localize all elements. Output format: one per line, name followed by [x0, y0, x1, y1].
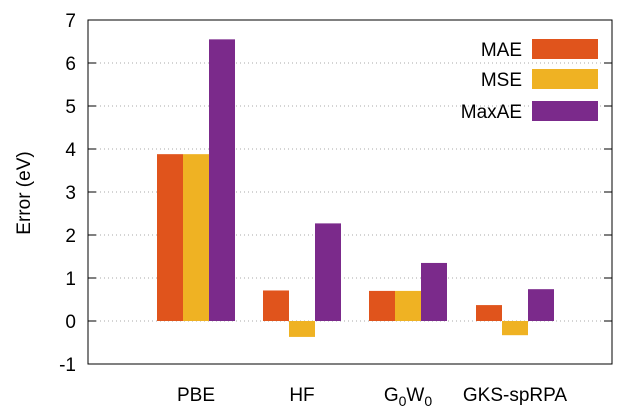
bar [502, 321, 528, 336]
x-tick-label: GKS-spRPA [463, 385, 568, 406]
y-axis-title: Error (eV) [14, 151, 35, 234]
labels-layer: -1 0 1 2 3 4 5 6 7 PBE HF G0W0 GKS-spRPA [59, 11, 568, 409]
plot-frame [87, 19, 613, 365]
bar [421, 262, 447, 321]
y-tick-label: 1 [65, 269, 76, 290]
bar [183, 154, 209, 321]
legend-swatch [532, 39, 598, 59]
bar [209, 39, 235, 321]
x-tick-label: G0W0 [384, 385, 433, 408]
legend-label: MSE [481, 70, 522, 91]
y-tick-label: -1 [59, 355, 76, 376]
bars-layer [157, 39, 554, 337]
bar [289, 321, 315, 337]
axis-layer [87, 19, 613, 365]
y-tick-label: 0 [65, 312, 76, 333]
legend-swatch [532, 101, 598, 121]
y-tick-label: 7 [65, 11, 76, 32]
bar [157, 154, 183, 321]
y-tick-label: 2 [65, 226, 76, 247]
bar [528, 289, 554, 321]
legend-swatch [532, 69, 598, 89]
legend-label: MAE [481, 40, 522, 61]
y-tick-label: 6 [65, 54, 76, 75]
bar [263, 290, 289, 321]
y-tick-label: 4 [65, 140, 76, 161]
y-tick-label: 5 [65, 97, 76, 118]
bar [315, 223, 341, 321]
x-tick-label: PBE [177, 385, 215, 406]
legend-label: MaxAE [461, 102, 522, 123]
bar [395, 290, 421, 321]
y-tick-label: 3 [65, 183, 76, 204]
legend: MAE MSE MaxAE [461, 39, 598, 123]
x-tick-label: HF [289, 385, 314, 406]
bar [476, 305, 502, 321]
bar [369, 290, 395, 321]
